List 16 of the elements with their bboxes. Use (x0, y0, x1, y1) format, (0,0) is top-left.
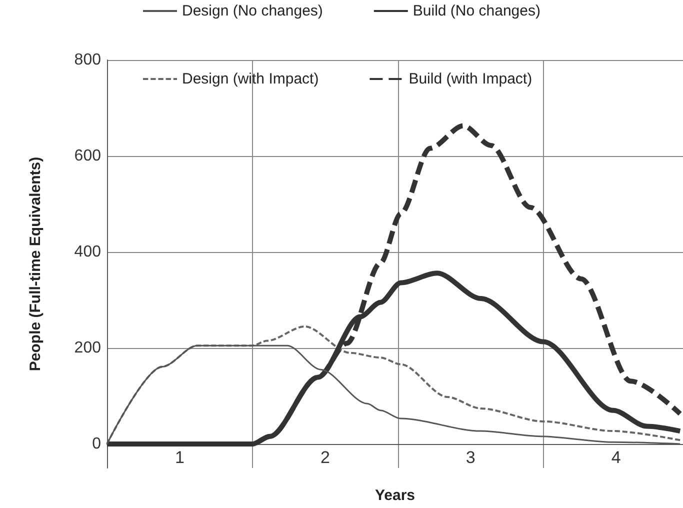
legend-label: Design (No changes) (182, 2, 323, 20)
x-axis-title: Years (374, 487, 416, 504)
y-tick-label: 0 (92, 436, 102, 452)
line-series (106, 325, 682, 445)
x-tick-label: 1 (174, 448, 184, 467)
y-tick-label: 400 (74, 244, 102, 260)
x-tick-label: 2 (320, 448, 330, 467)
legend-label: Build (with Impact) (408, 70, 532, 88)
legend-label: Design (with Impact) (182, 70, 319, 88)
legend-label: Build (No changes) (412, 2, 540, 20)
y-axis-title: People (Full-time Equivalents) (27, 156, 44, 372)
y-tick-label: 800 (74, 52, 102, 68)
x-tick-label: 3 (466, 448, 476, 467)
x-tick-label: 4 (611, 448, 621, 467)
y-tick-label: 600 (74, 148, 102, 164)
y-tick-label: 200 (74, 340, 102, 356)
